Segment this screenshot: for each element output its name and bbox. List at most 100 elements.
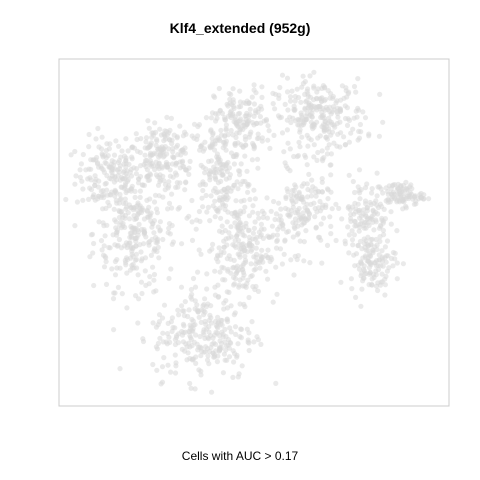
data-point: [210, 203, 216, 209]
data-point: [177, 123, 183, 129]
data-point: [318, 114, 324, 120]
data-point: [186, 171, 192, 177]
data-point: [256, 215, 262, 221]
plot-frame: [58, 58, 450, 407]
data-point: [253, 266, 259, 272]
data-point: [374, 202, 380, 208]
data-point: [133, 171, 139, 177]
data-point: [294, 232, 300, 238]
data-point: [334, 120, 340, 127]
data-point: [218, 345, 224, 351]
data-point: [253, 110, 259, 116]
data-point: [239, 363, 245, 369]
data-point: [102, 152, 108, 158]
data-point: [394, 276, 400, 282]
data-point: [400, 198, 406, 204]
data-point: [275, 226, 281, 232]
data-point: [348, 130, 354, 136]
data-point: [333, 201, 339, 207]
data-point: [298, 99, 304, 105]
data-point: [258, 226, 264, 232]
data-point: [249, 157, 255, 163]
data-point: [335, 131, 341, 137]
data-point: [373, 268, 379, 274]
data-point: [231, 282, 237, 288]
data-point: [108, 168, 114, 174]
data-point: [150, 264, 156, 270]
data-point: [364, 216, 370, 222]
data-point: [272, 216, 278, 223]
data-point: [228, 303, 234, 309]
data-point: [236, 104, 242, 110]
data-point: [273, 245, 280, 251]
data-point: [352, 189, 358, 196]
data-point: [362, 253, 369, 259]
data-point: [208, 344, 214, 351]
data-point: [136, 221, 142, 227]
data-point: [80, 197, 86, 203]
data-point: [124, 305, 130, 311]
data-point: [349, 237, 356, 243]
data-point: [211, 164, 217, 170]
data-point: [359, 246, 365, 252]
data-point: [230, 374, 236, 380]
data-point: [388, 209, 394, 215]
data-point: [246, 347, 252, 354]
data-point: [300, 210, 306, 216]
data-point: [407, 194, 413, 200]
data-point: [383, 259, 389, 265]
data-point: [118, 245, 124, 251]
data-point: [270, 299, 276, 305]
data-point: [135, 272, 141, 278]
data-point: [317, 103, 323, 109]
data-point: [140, 336, 146, 342]
data-point: [165, 320, 171, 326]
data-point: [103, 259, 109, 265]
data-point: [237, 301, 243, 307]
data-point: [346, 250, 352, 256]
data-point: [221, 265, 227, 271]
data-point: [225, 342, 231, 348]
data-point: [409, 186, 415, 192]
data-point: [236, 168, 242, 174]
data-point: [176, 204, 183, 211]
data-point: [237, 228, 243, 234]
data-point: [285, 107, 291, 113]
data-point: [276, 200, 282, 206]
data-point: [183, 179, 189, 185]
data-point: [273, 211, 279, 217]
data-point: [110, 296, 117, 302]
data-point: [217, 269, 223, 275]
data-point: [356, 135, 363, 141]
data-point: [251, 339, 257, 345]
data-point: [390, 263, 396, 269]
data-point: [284, 186, 290, 192]
data-point: [137, 194, 143, 200]
data-point: [304, 207, 311, 214]
data-point: [316, 234, 323, 240]
data-point: [187, 344, 193, 350]
data-point: [179, 241, 185, 247]
data-point: [117, 366, 123, 372]
data-point: [291, 224, 297, 230]
data-point: [162, 128, 168, 134]
data-point: [169, 205, 175, 211]
data-point: [150, 320, 156, 326]
data-point: [400, 261, 406, 267]
data-point: [282, 160, 288, 166]
data-point: [219, 110, 225, 116]
data-point: [333, 237, 339, 244]
data-point: [265, 137, 271, 143]
data-point: [234, 233, 240, 239]
data-point: [403, 179, 409, 185]
data-point: [382, 292, 388, 298]
data-point: [132, 257, 138, 263]
data-point: [195, 269, 201, 275]
data-point: [304, 201, 310, 207]
data-point: [165, 362, 171, 368]
data-point: [301, 220, 308, 226]
data-point: [253, 90, 259, 96]
data-point: [372, 260, 378, 266]
data-point: [349, 228, 355, 234]
data-point: [142, 268, 148, 274]
